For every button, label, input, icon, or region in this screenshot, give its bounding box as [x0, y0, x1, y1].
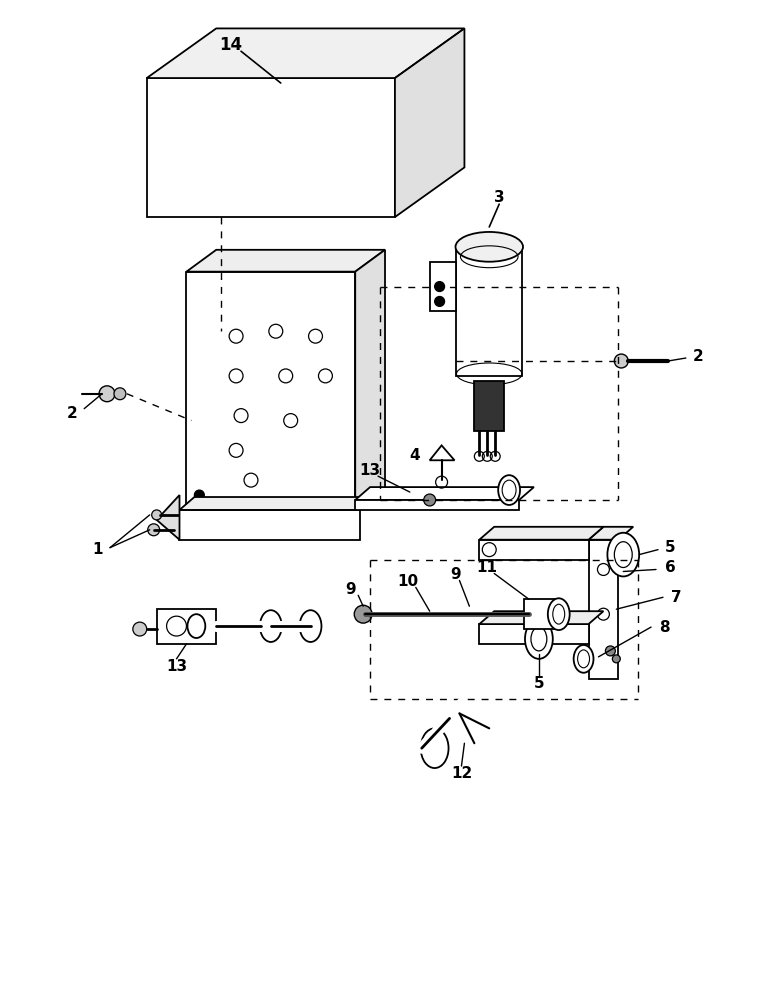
Ellipse shape [421, 728, 449, 768]
Polygon shape [157, 495, 180, 540]
Polygon shape [147, 28, 465, 78]
Polygon shape [147, 78, 395, 217]
Circle shape [114, 388, 126, 400]
Text: 5: 5 [533, 676, 544, 691]
Circle shape [605, 646, 615, 656]
Text: 5: 5 [665, 540, 676, 555]
Polygon shape [157, 609, 216, 644]
Polygon shape [395, 28, 465, 217]
Text: 11: 11 [477, 560, 498, 575]
Circle shape [152, 510, 161, 520]
Polygon shape [524, 599, 559, 629]
Text: 12: 12 [451, 766, 472, 781]
Ellipse shape [608, 533, 639, 576]
Text: 9: 9 [450, 567, 461, 582]
Circle shape [435, 282, 445, 292]
Circle shape [99, 386, 115, 402]
Polygon shape [479, 527, 604, 540]
Ellipse shape [260, 610, 282, 642]
Ellipse shape [498, 475, 520, 505]
Circle shape [195, 490, 205, 500]
Ellipse shape [574, 645, 594, 673]
Ellipse shape [455, 232, 523, 262]
Polygon shape [187, 250, 385, 272]
Polygon shape [355, 500, 519, 510]
Polygon shape [479, 624, 588, 644]
Text: 2: 2 [692, 349, 703, 364]
Text: 6: 6 [665, 560, 676, 575]
Polygon shape [355, 487, 534, 500]
Polygon shape [180, 497, 375, 510]
Text: 9: 9 [345, 582, 356, 597]
Circle shape [354, 605, 372, 623]
Text: 14: 14 [219, 36, 242, 54]
Text: 13: 13 [360, 463, 381, 478]
Circle shape [615, 354, 628, 368]
Polygon shape [456, 247, 522, 376]
Text: 2: 2 [67, 406, 78, 421]
Ellipse shape [525, 619, 553, 659]
Text: 13: 13 [166, 659, 187, 674]
Polygon shape [430, 262, 456, 311]
Ellipse shape [548, 598, 570, 630]
Polygon shape [588, 527, 633, 540]
Circle shape [133, 622, 147, 636]
Polygon shape [180, 510, 361, 540]
Circle shape [435, 296, 445, 306]
Polygon shape [355, 250, 385, 510]
Text: 8: 8 [659, 620, 669, 635]
Text: 1: 1 [92, 542, 103, 557]
Text: 3: 3 [494, 190, 504, 205]
Text: 7: 7 [671, 590, 681, 605]
Polygon shape [588, 540, 618, 679]
Circle shape [424, 494, 435, 506]
Circle shape [147, 524, 160, 536]
Ellipse shape [188, 614, 205, 638]
Polygon shape [479, 540, 588, 560]
Polygon shape [187, 272, 355, 510]
Polygon shape [479, 611, 604, 624]
Text: 4: 4 [409, 448, 420, 463]
Circle shape [612, 655, 620, 663]
Ellipse shape [300, 610, 321, 642]
Polygon shape [474, 381, 504, 431]
Text: 10: 10 [398, 574, 418, 589]
